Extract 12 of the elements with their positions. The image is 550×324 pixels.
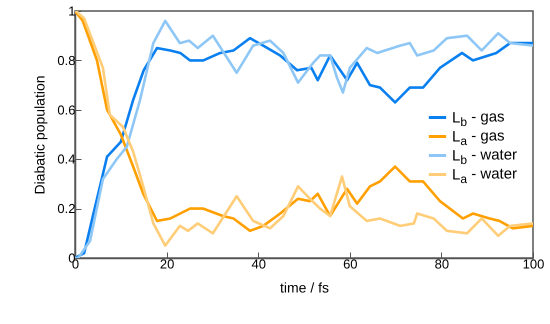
x-tick-label: 60	[343, 256, 358, 272]
x-tick-label: 100	[522, 256, 544, 272]
x-tick-label: 40	[251, 256, 266, 272]
x-axis-title: time / fs	[280, 280, 330, 296]
legend-label: L$_{b}$ - water	[452, 146, 518, 168]
legend-label: L$_{b}$ - gas	[452, 108, 505, 130]
x-tick-label: 80	[434, 256, 450, 272]
y-tick-label: 1	[68, 4, 76, 18]
legend-label: L$_{a}$ - gas	[452, 128, 505, 148]
y-axis-title: Diabatic population	[31, 75, 48, 195]
legend-label: L$_{a}$ - water	[452, 166, 518, 186]
x-tick-label: 20	[160, 256, 174, 272]
